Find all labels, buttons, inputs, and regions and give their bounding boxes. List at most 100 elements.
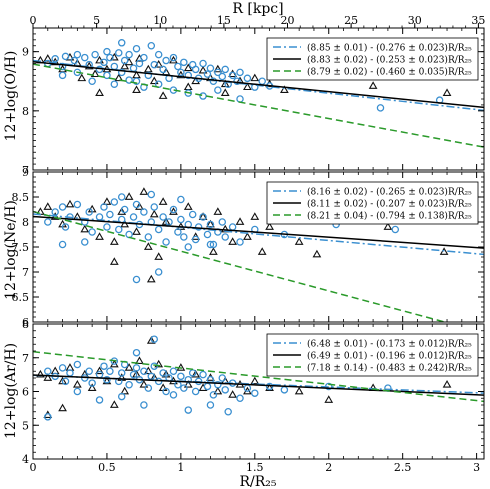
panel-arh-circle-point bbox=[224, 407, 232, 416]
panel-neh-legend-label-0: (8.16 ± 0.02) - (0.265 ± 0.023)R/R₂₅ bbox=[307, 187, 472, 198]
panel-neh-triangle-point bbox=[135, 202, 144, 210]
panel-arh-triangle-point bbox=[139, 380, 149, 388]
panel-oh-circle-point bbox=[162, 56, 170, 65]
panel-oh-circle-point bbox=[154, 50, 163, 59]
panel-arh-circle-point bbox=[280, 386, 289, 394]
panel-neh-circle-point bbox=[221, 233, 229, 241]
panel-arh-triangle-point bbox=[442, 380, 452, 388]
panel-oh-triangle-point bbox=[132, 85, 141, 94]
panel-oh-triangle-point bbox=[243, 82, 252, 91]
panel-neh-circle-point bbox=[209, 240, 218, 249]
panel-arh-legend-box bbox=[266, 333, 479, 377]
panel-arh-circle-point bbox=[73, 360, 82, 369]
panel-arh-circle-point bbox=[85, 367, 93, 375]
panel-neh-circle-point bbox=[206, 240, 215, 249]
panel-arh-circle-point bbox=[106, 367, 114, 375]
panel-arh-triangle-point bbox=[228, 390, 237, 398]
panel-oh-circle-point bbox=[125, 50, 133, 59]
panel-neh-circle-point bbox=[154, 225, 163, 234]
panel-oh-circle-point bbox=[61, 52, 70, 61]
panel-arh-circle-point bbox=[100, 362, 108, 370]
panel-arh-circle-point bbox=[218, 374, 227, 382]
panel-arh-triangle-point bbox=[87, 383, 97, 392]
panel-arh-circle-point bbox=[95, 396, 104, 404]
x-tick-label: 1 bbox=[177, 461, 184, 474]
x-tick-label: 0 bbox=[30, 461, 37, 474]
x-tick-label: 0.5 bbox=[98, 461, 116, 474]
panel-oh-circle-point bbox=[117, 39, 126, 47]
panel-neh-circle-point bbox=[159, 213, 167, 221]
panel-oh-circle-point bbox=[73, 50, 82, 59]
panel-oh-triangle-point bbox=[95, 88, 104, 96]
panel-arh-triangle-point bbox=[95, 366, 104, 375]
panel-arh-circle-point bbox=[265, 382, 274, 391]
top-axis-tick-label: 25 bbox=[344, 14, 358, 27]
panel-arh-circle-point bbox=[206, 401, 215, 409]
panel-neh-circle-point bbox=[110, 198, 119, 206]
panel-neh-triangle-point bbox=[161, 217, 171, 225]
panel-neh-circle-point bbox=[44, 218, 52, 226]
top-axis-tick-label: 30 bbox=[408, 14, 422, 27]
panel-oh-circle-point bbox=[169, 53, 178, 62]
panel-neh-triangle-point bbox=[146, 274, 156, 283]
panel-arh-triangle-point bbox=[191, 369, 201, 378]
panel-neh-triangle-point bbox=[265, 222, 274, 230]
panel-neh-circle-point bbox=[150, 203, 159, 211]
panel-oh-circle-point bbox=[120, 56, 129, 65]
panel-neh-triangle-point bbox=[102, 197, 112, 205]
panel-oh-circle-point bbox=[159, 65, 167, 74]
panel-oh-circle-point bbox=[129, 64, 138, 72]
panel-neh-ytick-label: 8 bbox=[22, 216, 29, 229]
panel-neh-triangle-point bbox=[109, 237, 119, 245]
panel-arh-circle-point bbox=[44, 413, 52, 421]
panel-arh-ytick-label: 8 bbox=[22, 318, 29, 331]
panel-arh-plot bbox=[33, 335, 484, 421]
panel-neh-triangle-point bbox=[95, 232, 104, 240]
panel-neh-triangle-point bbox=[132, 227, 141, 235]
panel-neh-fit-line-0 bbox=[33, 213, 484, 256]
panel-oh-triangle-point bbox=[149, 76, 159, 85]
panel-oh-plot bbox=[33, 39, 484, 148]
panel-neh-circle-point bbox=[199, 213, 207, 221]
top-axis-tick-label: 5 bbox=[93, 14, 100, 27]
panel-neh-circle-point bbox=[177, 195, 185, 204]
panel-oh-circle-point bbox=[81, 53, 89, 62]
panel-neh-circle-point bbox=[147, 190, 156, 199]
panel-oh-circle-point bbox=[203, 70, 212, 78]
panel-arh-ytick-label: 7 bbox=[22, 352, 29, 365]
panel-oh-circle-point bbox=[88, 77, 96, 86]
panel-oh-triangle-point bbox=[120, 61, 130, 70]
panel-arh-ytick-label: 6 bbox=[22, 386, 29, 399]
panel-oh-circle-point bbox=[191, 65, 200, 74]
panel-arh-triangle-point bbox=[43, 373, 53, 381]
panel-neh-plot bbox=[33, 187, 484, 322]
panel-neh-triangle-point bbox=[158, 197, 168, 205]
panel-arh-circle-point bbox=[236, 394, 244, 402]
panel-neh-circle-point bbox=[236, 238, 244, 246]
panel-oh-circle-point bbox=[228, 71, 237, 80]
panel-oh-triangle-point bbox=[280, 85, 289, 94]
panel-arh-circle-point bbox=[150, 335, 159, 343]
panel-neh-fit-line-1 bbox=[33, 215, 484, 249]
panel-oh-circle-point bbox=[177, 68, 185, 77]
panel-oh-circle-point bbox=[144, 71, 153, 80]
panel-oh-circle-point bbox=[174, 62, 182, 71]
panel-oh-circle-point bbox=[110, 62, 119, 71]
panel-oh-ylabel: 12+log(O/H) bbox=[3, 51, 19, 142]
top-axis-tick-label: 20 bbox=[281, 14, 295, 27]
panel-neh-circle-point bbox=[58, 203, 67, 211]
panel-neh-circle-point bbox=[81, 238, 89, 246]
panel-neh-circle-point bbox=[85, 208, 93, 216]
panel-neh-triangle-point bbox=[139, 187, 149, 195]
panel-oh-fit-line-1 bbox=[33, 60, 484, 109]
panel-neh-circle-point bbox=[61, 223, 70, 231]
panel-arh-triangle-point bbox=[183, 380, 193, 388]
panel-arh-circle-point bbox=[44, 367, 52, 375]
panel-arh-circle-point bbox=[251, 389, 259, 397]
panel-neh-ytick-label: 7.5 bbox=[12, 241, 30, 254]
panel-arh-triangle-point bbox=[265, 383, 274, 392]
panel-oh-triangle-point bbox=[143, 64, 153, 73]
panel-oh-ytick-label: 9 bbox=[22, 46, 29, 59]
panel-oh-triangle-point bbox=[77, 73, 87, 82]
panel-oh-circle-point bbox=[51, 55, 59, 63]
